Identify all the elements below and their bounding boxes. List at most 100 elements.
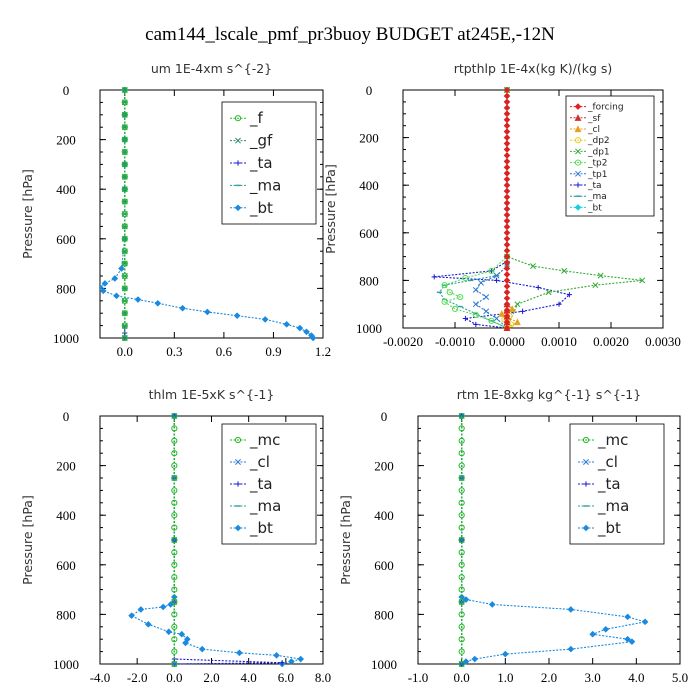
data-point [597,272,604,279]
data-point [503,318,511,326]
legend-marker [235,459,241,465]
data-point [493,272,500,279]
data-point [121,248,128,255]
data-point [458,598,465,606]
data-point [121,285,128,292]
data-point [503,87,511,94]
legend-entry: _bt [587,203,602,213]
series-line-tp1 [474,90,508,329]
data-point [458,586,465,593]
legend-box [565,95,655,217]
series-group [128,413,305,667]
data-point [503,205,511,213]
y-tick-label: 400 [56,182,76,197]
data-point [113,292,120,300]
y-axis-label: Pressure [hPa] [20,495,35,585]
y-tick-label: 800 [56,607,76,622]
series-line-dp1 [506,90,643,329]
data-point [503,199,511,207]
data-point [171,499,178,506]
data-point [488,317,495,324]
data-point [494,277,500,283]
x-tick-label: 0.3 [166,344,182,359]
x-tick-label: 6.0 [278,670,294,685]
data-point [498,310,506,317]
y-tick-label: 1000 [53,331,79,346]
y-tick-label: 0 [381,409,388,424]
legend-marker [235,481,241,487]
panel-4: rtm 1E-8xkg kg^{-1} s^{-1} Pressure [hPa]… [338,387,688,685]
legend-marker [574,125,582,133]
data-point [503,134,511,141]
legend-marker [582,436,590,444]
data-point [592,282,599,289]
legend-marker [234,204,242,212]
data-point [458,549,465,556]
data-point [137,606,145,613]
legend-marker [574,204,582,211]
x-tick-label: 2.0 [541,670,557,685]
data-point [624,613,631,621]
legend-marker [582,524,590,532]
data-point [530,263,536,270]
data-point [567,645,575,653]
legend-marker [574,159,582,166]
data-point [458,660,465,667]
panel-1: um 1E-4xm s^{-2} Pressure [hPa] 0 200 400 600… [20,61,331,359]
data-point [462,315,468,322]
data-point [503,241,511,249]
legend-marker [234,524,242,532]
data-point [458,574,465,581]
series-group [458,413,649,667]
legend-entry: _ta [587,181,602,191]
data-point [171,487,178,494]
data-point [171,524,178,531]
data-point [121,272,128,280]
data-point [458,413,465,420]
x-tick-label: 1.2 [315,344,331,359]
panel-2: rtpthlp 1E-4x(kg K)/(kg s) Pressure [hPa]… [323,61,681,349]
x-tick-label: 0.0010 [541,334,577,349]
y-tick-label: 200 [374,459,394,474]
data-point [121,235,128,242]
y-tick-label: 400 [359,178,379,193]
x-tick-label: 0.0020 [593,334,629,349]
data-point [118,265,125,272]
data-point [502,650,509,658]
data-point [556,301,562,307]
data-point [471,655,479,663]
data-point [503,175,511,183]
data-point [121,310,128,317]
data-point [472,286,479,293]
data-point [121,322,128,329]
y-axis-label: Pressure [hPa] [323,164,338,254]
data-point [503,300,511,308]
data-point [462,658,470,665]
legend: _forcing_sf_cl_dp2_dp1 _tp2_tp1_ta_ma_bt [565,95,655,217]
legend-marker [574,103,582,110]
data-point [503,235,511,243]
data-point [639,277,646,284]
x-tick-label: 0.6 [216,344,233,359]
data-point [503,104,511,112]
y-tick-label: 200 [359,131,379,146]
data-point [503,128,511,135]
data-point [171,561,178,568]
legend-entry: _bt [597,519,621,538]
data-point [503,324,511,331]
panel-title: thlm 1E-5xK s^{-1} [149,387,275,402]
data-point [179,304,186,312]
legend-entry: _ma [597,497,629,516]
series-line-tp2 [443,90,508,329]
legend-marker [575,148,581,155]
data-point [472,311,479,319]
data-point [458,623,465,630]
data-point [204,308,211,316]
legend-entry: _cl [249,453,270,472]
data-point [431,274,437,280]
data-point [121,297,128,304]
data-point [488,601,496,608]
data-point [441,298,448,305]
data-point [171,586,178,593]
data-point [159,603,167,611]
